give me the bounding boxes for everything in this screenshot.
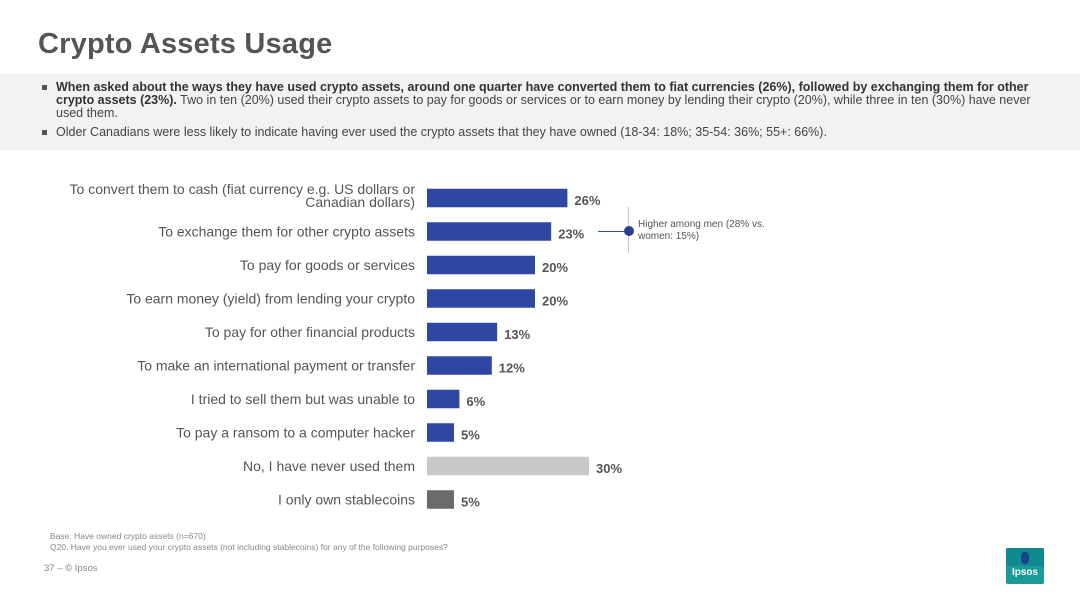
bullet-square-icon	[42, 85, 47, 90]
bar-5	[427, 356, 492, 375]
bullet-square-icon	[42, 130, 47, 135]
bar-chart: 26% To convert them to cash (fiat currenc…	[70, 181, 623, 510]
bar-0	[427, 188, 568, 208]
callout-connector	[598, 231, 628, 232]
category-label-6-0: I tried to sell them but was unable to	[191, 391, 415, 407]
footnote-base: Base: Have owned crypto assets (n=670)	[50, 531, 206, 541]
bar-1	[427, 222, 552, 241]
value-label-5: 12%	[499, 361, 525, 376]
bar-4	[427, 322, 498, 342]
category-label-4-0: To pay for other financial products	[205, 324, 415, 340]
value-label-4: 13%	[504, 327, 530, 342]
bar-7	[427, 423, 454, 442]
bar-9	[427, 490, 454, 509]
category-label-5-0: To make an international payment or tran…	[137, 358, 415, 374]
value-label-2: 20%	[542, 260, 568, 275]
category-label-1-0: To exchange them for other crypto assets	[158, 224, 415, 240]
page-title: Crypto Assets Usage	[38, 28, 333, 60]
category-label-0-0: To convert them to cash (fiat currency e…	[70, 181, 416, 197]
category-label-8-0: No, I have never used them	[243, 458, 415, 474]
summary-panel	[0, 74, 1080, 150]
bar-6	[427, 389, 460, 409]
summary-bullet-1-bold: When asked about the ways they have used…	[56, 80, 1029, 107]
footnote-question: Q20. Have you ever used your crypto asse…	[50, 542, 448, 552]
category-label-3-0: To earn money (yield) from lending your …	[126, 291, 415, 307]
value-label-0: 26%	[574, 193, 600, 208]
bar-8	[427, 456, 589, 476]
logo-text: Ipsos	[1011, 567, 1039, 578]
page-number: 37 – © Ipsos	[44, 563, 98, 574]
value-label-6: 6%	[466, 394, 485, 409]
value-label-1: 23%	[558, 227, 584, 242]
category-label-2-0: To pay for goods or services	[240, 257, 415, 273]
value-label-7: 5%	[461, 428, 480, 443]
bar-3	[427, 289, 535, 308]
bar-2	[427, 255, 535, 275]
summary-bullet-2-text: Older Canadians were less likely to indi…	[56, 125, 827, 139]
summary-bullet-1-rest: Two in ten (20%) used their crypto asset…	[56, 93, 1031, 120]
value-label-8: 30%	[596, 461, 622, 476]
ipsos-logo: Ipsos	[1006, 548, 1044, 584]
callout-dot-icon	[624, 226, 634, 236]
category-label-9-0: I only own stablecoins	[278, 492, 415, 508]
value-label-3: 20%	[542, 294, 568, 309]
value-label-9: 5%	[461, 495, 480, 510]
logo-mark-icon	[1021, 552, 1029, 564]
category-label-7-0: To pay a ransom to a computer hacker	[176, 425, 415, 441]
callout-annotation: Higher among men (28% vs. women: 15%)	[638, 219, 765, 242]
category-label-0-1: Canadian dollars)	[305, 194, 415, 210]
